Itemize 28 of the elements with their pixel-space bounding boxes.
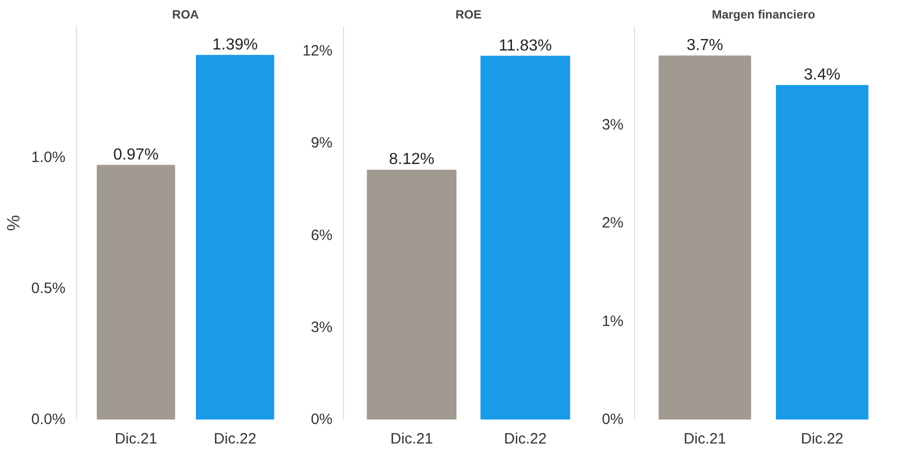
chart-title: ROA: [172, 8, 200, 22]
data-label: 1.39%: [212, 36, 258, 54]
y-tick-label: 9%: [310, 134, 333, 152]
y-tick-label: 6%: [310, 226, 333, 244]
x-tick-label: Dic.21: [684, 430, 726, 448]
y-tick-label: 0%: [310, 411, 333, 428]
chart-title: Margen financiero: [712, 8, 816, 22]
x-tick-label: Dic.22: [504, 430, 547, 448]
y-tick-label: 12%: [302, 42, 333, 60]
y-tick-label: 1.0%: [31, 149, 66, 166]
x-tick-label: Dic.21: [114, 430, 158, 448]
data-label: 11.83%: [498, 37, 552, 54]
x-tick-label: Dic.22: [800, 430, 844, 448]
data-label: 8.12%: [389, 151, 434, 168]
y-tick-label: 2%: [602, 214, 624, 232]
y-tick-label: 0.0%: [31, 411, 66, 428]
x-tick-label: Dic.21: [390, 430, 433, 448]
data-label: 0.97%: [113, 146, 159, 164]
data-label: 3.4%: [804, 66, 840, 84]
y-tick-label: 1%: [602, 312, 624, 330]
y-axis-title: %: [3, 214, 24, 231]
y-tick-label: 0%: [602, 411, 624, 428]
y-tick-label: 0.5%: [31, 280, 66, 297]
data-label: 3.7%: [686, 36, 724, 54]
x-tick-label: Dic.22: [214, 430, 256, 448]
y-tick-label: 3%: [310, 318, 333, 336]
y-tick-label: 3%: [602, 116, 624, 134]
chart-title: ROE: [456, 8, 482, 22]
